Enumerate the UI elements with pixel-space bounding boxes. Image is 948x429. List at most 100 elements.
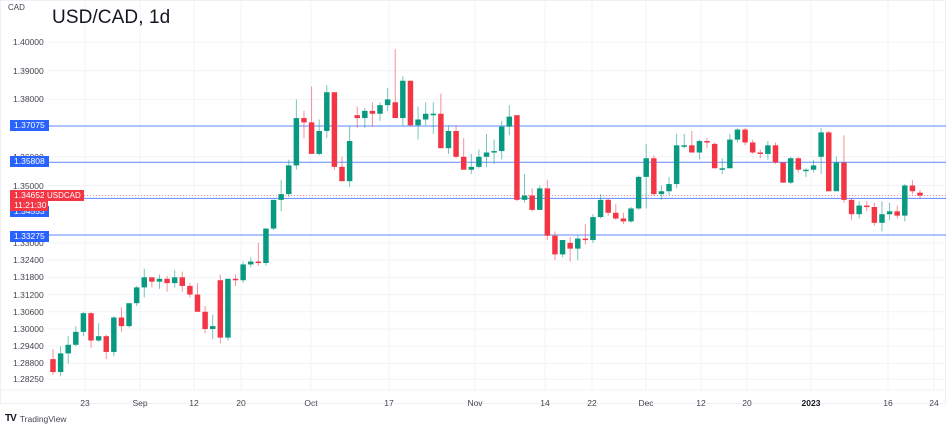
tradingview-brand[interactable]: TV TradingView xyxy=(5,413,67,424)
candle-up[interactable] xyxy=(156,274,163,289)
candle-up[interactable] xyxy=(73,326,79,347)
candle-up[interactable] xyxy=(506,105,513,136)
candle-up[interactable] xyxy=(95,323,102,342)
candle-down[interactable] xyxy=(255,242,262,266)
candle-up[interactable] xyxy=(787,156,794,185)
candle-down[interactable] xyxy=(544,179,551,241)
candlestick-plot[interactable] xyxy=(0,0,948,404)
candle-down[interactable] xyxy=(164,275,170,292)
candle-down[interactable] xyxy=(88,311,94,348)
candle-down[interactable] xyxy=(704,138,710,149)
candle-up[interactable] xyxy=(65,336,71,364)
candle-down[interactable] xyxy=(453,125,459,159)
candle-up[interactable] xyxy=(126,303,132,328)
level-price-label[interactable]: 1.35808 xyxy=(10,156,49,167)
candle-down[interactable] xyxy=(742,128,748,146)
candle-down[interactable] xyxy=(331,92,338,170)
candle-up[interactable] xyxy=(658,185,665,200)
candle-up[interactable] xyxy=(263,228,269,266)
candle-down[interactable] xyxy=(613,204,619,220)
candle-up[interactable] xyxy=(247,257,254,268)
candle-up[interactable] xyxy=(483,133,490,167)
candle-down[interactable] xyxy=(894,205,900,219)
candle-down[interactable] xyxy=(217,274,224,344)
candle-up[interactable] xyxy=(818,128,824,175)
candle-up[interactable] xyxy=(133,285,140,307)
candle-down[interactable] xyxy=(308,86,315,154)
candle-down[interactable] xyxy=(909,179,916,195)
candle-up[interactable] xyxy=(886,202,893,220)
candle-up[interactable] xyxy=(209,314,216,340)
candle-up[interactable] xyxy=(856,201,862,219)
candle-up[interactable] xyxy=(286,159,292,197)
candle-up[interactable] xyxy=(590,214,596,243)
candle-up[interactable] xyxy=(575,235,581,261)
candle-up[interactable] xyxy=(696,139,703,160)
candle-up[interactable] xyxy=(810,159,817,173)
candle-up[interactable] xyxy=(673,133,680,189)
level-price-label[interactable]: 1.37075 xyxy=(10,120,49,131)
candle-up[interactable] xyxy=(111,316,117,357)
candle-down[interactable] xyxy=(864,201,870,212)
candle-up[interactable] xyxy=(346,126,353,187)
candle-up[interactable] xyxy=(727,133,733,169)
candle-up[interactable] xyxy=(384,87,391,111)
candle-down[interactable] xyxy=(514,115,520,202)
candle-up[interactable] xyxy=(559,240,566,258)
candle-up[interactable] xyxy=(415,106,421,140)
candle-up[interactable] xyxy=(445,125,452,154)
candle-up[interactable] xyxy=(171,270,178,288)
candle-down[interactable] xyxy=(407,80,414,127)
candle-down[interactable] xyxy=(651,155,657,196)
candle-down[interactable] xyxy=(711,142,718,169)
candle-down[interactable] xyxy=(50,349,56,375)
candle-up[interactable] xyxy=(833,156,840,192)
candle-up[interactable] xyxy=(422,102,429,126)
candle-down[interactable] xyxy=(529,188,535,212)
candle-down[interactable] xyxy=(825,130,832,192)
candle-up[interactable] xyxy=(635,175,642,210)
candle-up[interactable] xyxy=(430,102,437,134)
candle-down[interactable] xyxy=(841,135,847,203)
candle-up[interactable] xyxy=(719,158,726,175)
candle-up[interactable] xyxy=(643,143,649,209)
candle-down[interactable] xyxy=(392,49,398,119)
level-price-label[interactable]: 1.34553 xyxy=(10,206,49,217)
candle-down[interactable] xyxy=(917,189,923,199)
candle-up[interactable] xyxy=(734,128,741,143)
candle-down[interactable] xyxy=(438,93,444,149)
candle-up[interactable] xyxy=(498,120,505,160)
candle-down[interactable] xyxy=(118,307,125,332)
candle-up[interactable] xyxy=(521,174,528,203)
candle-up[interactable] xyxy=(879,201,885,232)
candle-down[interactable] xyxy=(757,149,764,159)
candle-down[interactable] xyxy=(795,156,802,173)
candle-up[interactable] xyxy=(902,184,908,222)
candle-up[interactable] xyxy=(468,153,475,175)
candle-down[interactable] xyxy=(194,283,201,312)
candle-down[interactable] xyxy=(460,138,467,170)
candle-down[interactable] xyxy=(605,198,611,216)
candle-up[interactable] xyxy=(316,119,322,156)
candle-down[interactable] xyxy=(149,277,155,288)
candle-up[interactable] xyxy=(681,133,687,149)
candle-down[interactable] xyxy=(848,198,855,220)
candle-down[interactable] xyxy=(354,106,360,129)
candle-up[interactable] xyxy=(377,102,383,121)
candle-down[interactable] xyxy=(749,139,756,154)
candle-up[interactable] xyxy=(476,149,482,169)
candle-down[interactable] xyxy=(582,224,589,245)
candle-down[interactable] xyxy=(179,271,186,292)
candle-down[interactable] xyxy=(567,237,573,262)
candle-down[interactable] xyxy=(552,231,558,261)
candle-up[interactable] xyxy=(491,139,497,164)
candle-up[interactable] xyxy=(597,194,604,219)
candle-up[interactable] xyxy=(400,76,406,126)
candle-down[interactable] xyxy=(103,334,109,360)
candle-up[interactable] xyxy=(270,199,277,230)
candle-up[interactable] xyxy=(225,278,231,341)
candle-up[interactable] xyxy=(536,185,543,210)
candle-up[interactable] xyxy=(362,108,368,129)
candle-down[interactable] xyxy=(620,212,627,225)
candle-down[interactable] xyxy=(232,274,239,286)
